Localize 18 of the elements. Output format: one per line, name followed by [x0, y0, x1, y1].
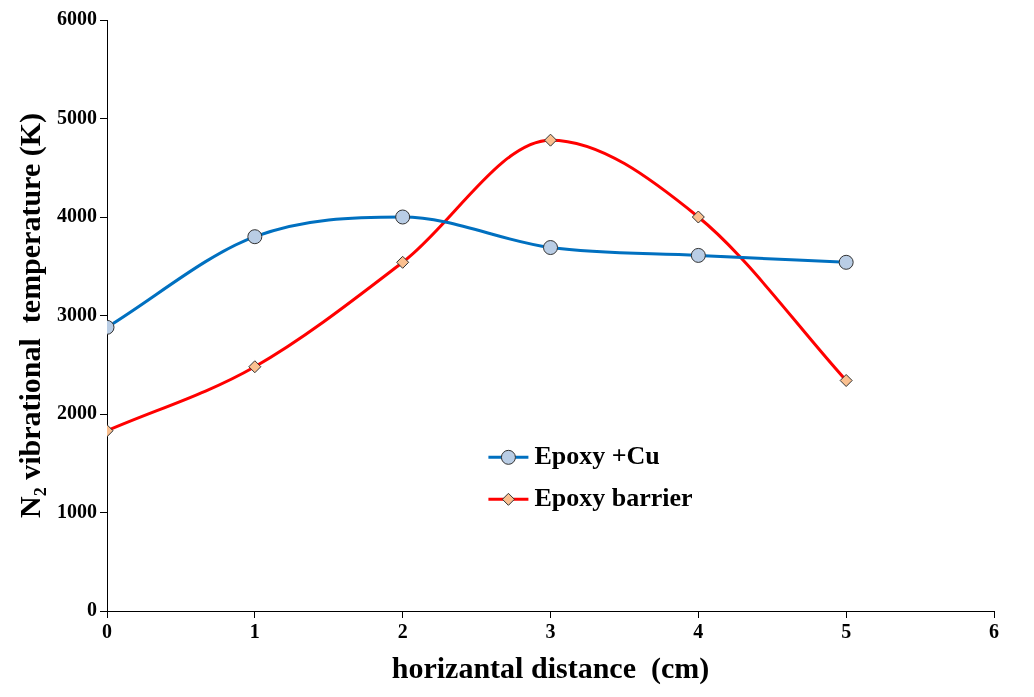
y-tick-label: 4000 — [57, 204, 97, 227]
y-tick-label: 2000 — [57, 401, 97, 424]
x-tick-label: 4 — [693, 620, 704, 643]
x-tick-label: 2 — [397, 620, 408, 643]
x-tick-label: 3 — [545, 620, 556, 643]
x-tick-label: 5 — [841, 620, 852, 643]
y-tick-label: 3000 — [57, 302, 97, 325]
x-tick-label: 6 — [989, 620, 999, 643]
y-tick-label: 6000 — [57, 7, 97, 30]
y-tick-label: 5000 — [57, 105, 97, 128]
y-tick-label: 1000 — [57, 499, 97, 522]
y-axis-title: N₂ vibrational temperature (K) — [12, 112, 47, 519]
legend-label: Epoxy barrier — [534, 483, 693, 513]
x-tick-label: 1 — [249, 620, 260, 643]
x-tick-label: 0 — [102, 620, 112, 643]
y-tick-label: 0 — [87, 598, 97, 621]
x-axis-title: horizantal distance (cm) — [391, 650, 710, 685]
legend-label: Epoxy +Cu — [534, 441, 660, 471]
